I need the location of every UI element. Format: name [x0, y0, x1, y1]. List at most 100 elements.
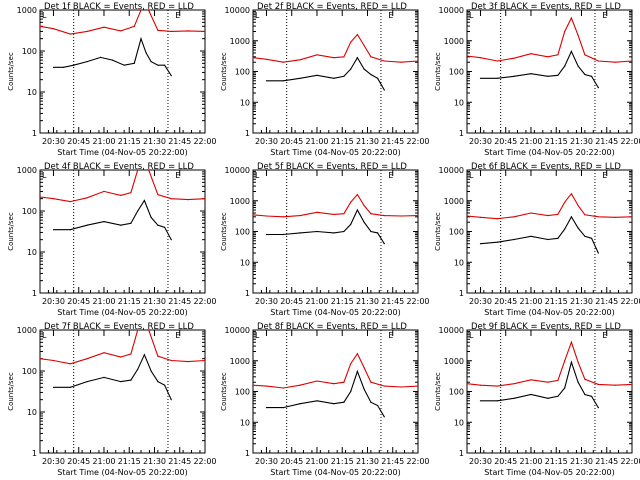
- series-point: [157, 29, 159, 31]
- series-group: [40, 330, 205, 401]
- series-point: [137, 368, 139, 370]
- series-point: [52, 28, 55, 30]
- series-point: [547, 75, 549, 77]
- y-tick-label: 1: [245, 449, 250, 458]
- y-tick-label: 100: [22, 367, 37, 376]
- series-point: [584, 214, 586, 216]
- series-point: [564, 201, 566, 203]
- series-point: [170, 239, 172, 241]
- lld-series-line: [40, 170, 205, 203]
- series-point: [333, 57, 335, 59]
- series-point: [103, 376, 105, 378]
- series-point: [170, 359, 172, 362]
- series-point: [479, 77, 482, 79]
- corner-label-left: L: [469, 11, 474, 20]
- y-tick-label: 1000: [230, 37, 250, 46]
- series-point: [383, 385, 385, 387]
- x-tick-label: 21:45: [595, 137, 618, 146]
- corner-label-right: E: [388, 171, 393, 180]
- series-point: [120, 224, 122, 226]
- series-point: [383, 89, 385, 91]
- series-group: [467, 16, 632, 89]
- series-point: [148, 331, 150, 333]
- x-tick-label: 20:30: [469, 297, 492, 306]
- series-point: [370, 401, 372, 403]
- panel-title: Det 5f BLACK = Events, RED = LLD: [257, 162, 407, 172]
- x-tick-label: 21:00: [519, 457, 542, 466]
- series-point: [148, 11, 150, 13]
- series-point: [40, 196, 41, 198]
- series-point: [557, 74, 559, 76]
- series-point: [52, 66, 55, 68]
- series-point: [157, 381, 159, 383]
- series-point: [577, 204, 579, 207]
- series-point: [377, 77, 379, 79]
- series-point: [356, 370, 358, 372]
- panel-title: Det 6f BLACK = Events, RED = LLD: [471, 162, 621, 172]
- y-axis-label: Counts/sec: [7, 372, 15, 411]
- series-point: [123, 64, 125, 66]
- series-point: [86, 30, 88, 32]
- series-point: [530, 73, 532, 75]
- events-series-line: [266, 56, 385, 91]
- events-series-line: [480, 215, 599, 254]
- panel-title: Det 4f BLACK = Events, RED = LLD: [44, 162, 194, 172]
- series-point: [150, 61, 152, 63]
- series-group: [467, 192, 632, 254]
- series-point: [52, 198, 55, 200]
- series-point: [157, 194, 159, 196]
- series-group: [40, 10, 205, 77]
- y-tick-label: 1: [459, 449, 464, 458]
- series-point: [356, 57, 358, 59]
- series-point: [584, 54, 586, 56]
- series-point: [282, 216, 284, 218]
- series-point: [316, 54, 318, 56]
- series-point: [52, 359, 55, 362]
- series-point: [557, 379, 559, 381]
- series-point: [597, 252, 599, 254]
- series-point: [120, 381, 122, 383]
- x-tick-label: 21:45: [595, 457, 618, 466]
- series-point: [584, 378, 586, 380]
- x-tick-label: 21:00: [92, 137, 115, 146]
- series-point: [253, 384, 254, 386]
- y-tick-label: 10000: [225, 6, 250, 15]
- series-point: [591, 75, 593, 77]
- series-point: [40, 358, 41, 360]
- x-tick-label: 21:30: [356, 457, 379, 466]
- x-tick-label: 21:45: [595, 297, 618, 306]
- panel-title: Det 2f BLACK = Events, RED = LLD: [257, 2, 407, 12]
- x-tick-label: 20:45: [67, 297, 90, 306]
- series-point: [557, 213, 559, 215]
- series-point: [631, 60, 632, 62]
- series-point: [479, 57, 482, 59]
- y-axis-label: Counts/sec: [220, 52, 228, 91]
- y-tick-label: 10: [27, 88, 37, 97]
- series-point: [103, 221, 105, 223]
- series-point: [417, 60, 418, 62]
- series-point: [333, 77, 335, 79]
- series-point: [86, 358, 88, 360]
- x-tick-label: 21:15: [118, 457, 141, 466]
- plot-frame: [39, 169, 206, 294]
- series-point: [356, 209, 358, 211]
- series-point: [356, 33, 358, 36]
- x-tick-label: 21:45: [168, 297, 191, 306]
- series-point: [557, 237, 559, 239]
- panel-title: Det 1f BLACK = Events, RED = LLD: [44, 2, 194, 12]
- corner-label-right: E: [175, 11, 180, 20]
- y-tick-label: 100: [235, 68, 250, 77]
- series-point: [564, 30, 566, 33]
- x-tick-label: 22:00: [193, 457, 216, 466]
- series-point: [140, 10, 142, 11]
- y-tick-label: 10000: [225, 166, 250, 175]
- lld-series-line: [40, 330, 205, 365]
- y-tick-label: 100: [235, 228, 250, 237]
- series-point: [86, 197, 88, 199]
- series-point: [530, 393, 532, 396]
- series-point: [513, 397, 515, 399]
- series-point: [370, 56, 372, 58]
- series-point: [253, 57, 254, 59]
- series-group: [253, 352, 418, 418]
